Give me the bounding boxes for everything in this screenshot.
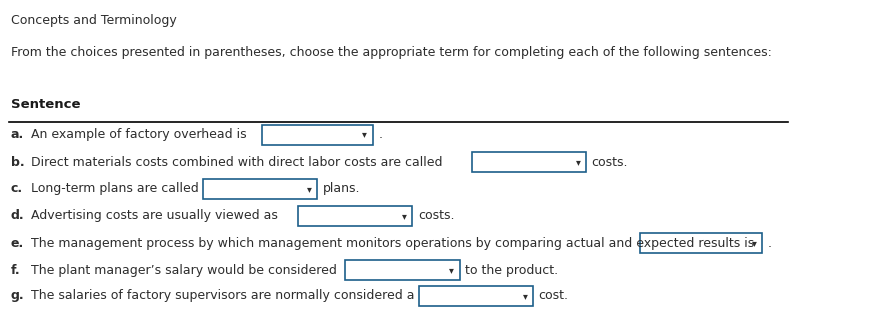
Text: .: .	[768, 237, 772, 250]
Text: cost.: cost.	[539, 290, 568, 303]
Text: An example of factory overhead is: An example of factory overhead is	[32, 128, 247, 141]
Text: .: .	[378, 128, 382, 141]
Text: ▾: ▾	[363, 129, 367, 140]
Text: ▾: ▾	[402, 211, 407, 221]
Text: to the product.: to the product.	[466, 264, 558, 277]
FancyBboxPatch shape	[262, 125, 373, 145]
Text: d.: d.	[11, 209, 25, 222]
Text: b.: b.	[11, 156, 25, 169]
Text: Concepts and Terminology: Concepts and Terminology	[11, 14, 177, 27]
FancyBboxPatch shape	[640, 233, 762, 253]
Text: ▾: ▾	[576, 157, 581, 167]
Text: c.: c.	[11, 182, 23, 195]
Text: The management process by which management monitors operations by comparing actu: The management process by which manageme…	[32, 237, 755, 250]
Text: The salaries of factory supervisors are normally considered a: The salaries of factory supervisors are …	[32, 290, 414, 303]
Text: Direct materials costs combined with direct labor costs are called: Direct materials costs combined with dir…	[32, 156, 443, 169]
FancyBboxPatch shape	[203, 179, 318, 199]
FancyBboxPatch shape	[472, 152, 586, 172]
Text: The plant manager’s salary would be considered: The plant manager’s salary would be cons…	[32, 264, 337, 277]
Text: e.: e.	[11, 237, 24, 250]
Text: Long-term plans are called: Long-term plans are called	[32, 182, 199, 195]
FancyBboxPatch shape	[297, 206, 412, 226]
FancyBboxPatch shape	[345, 260, 459, 280]
Text: a.: a.	[11, 128, 24, 141]
Text: From the choices presented in parentheses, choose the appropriate term for compl: From the choices presented in parenthese…	[11, 46, 772, 59]
Text: costs.: costs.	[418, 209, 454, 222]
Text: Sentence: Sentence	[11, 98, 80, 111]
Text: f.: f.	[11, 264, 20, 277]
FancyBboxPatch shape	[419, 286, 533, 306]
Text: ▾: ▾	[307, 184, 312, 194]
Text: Advertising costs are usually viewed as: Advertising costs are usually viewed as	[32, 209, 278, 222]
Text: ▾: ▾	[450, 265, 454, 275]
Text: plans.: plans.	[323, 182, 361, 195]
Text: ▾: ▾	[523, 291, 528, 301]
Text: costs.: costs.	[591, 156, 628, 169]
Text: g.: g.	[11, 290, 25, 303]
Text: ▾: ▾	[752, 238, 757, 248]
